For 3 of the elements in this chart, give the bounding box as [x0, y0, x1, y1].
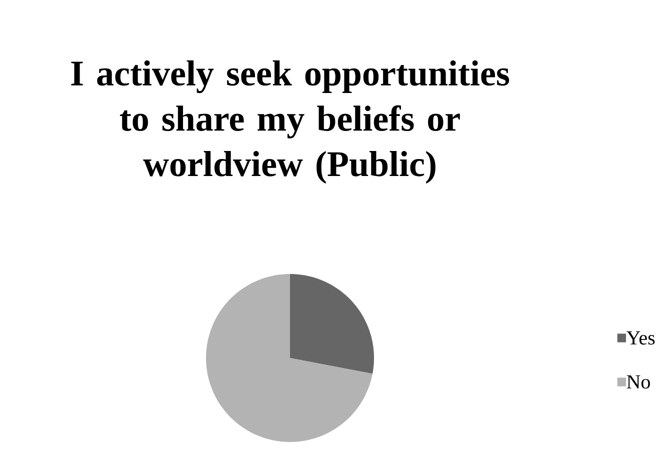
legend-label: Yes [626, 331, 655, 345]
chart-title: I actively seek opportunities to share my beliefs or worldview (Public) [71, 60, 510, 184]
legend-label: No [626, 375, 650, 389]
